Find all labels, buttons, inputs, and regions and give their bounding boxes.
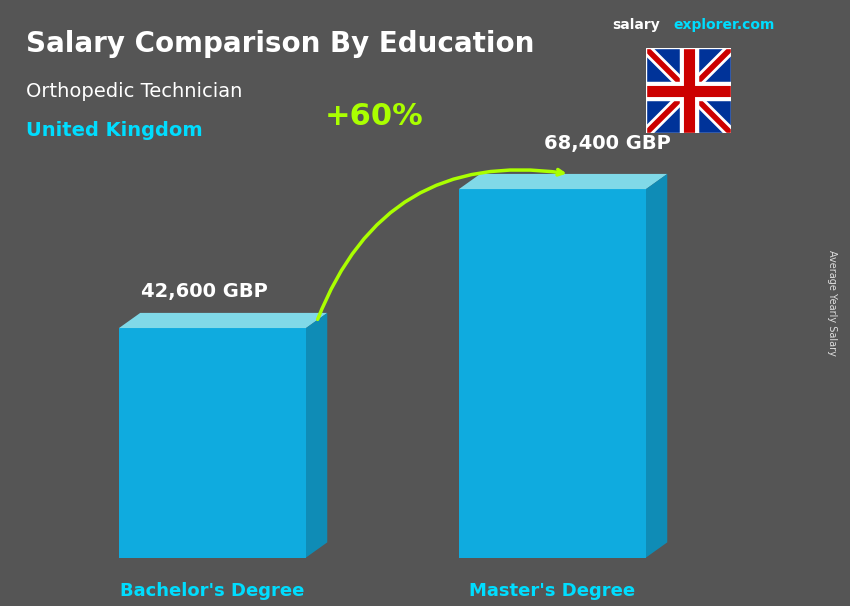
Text: 42,600 GBP: 42,600 GBP — [140, 282, 268, 301]
Polygon shape — [459, 174, 667, 189]
Text: Average Yearly Salary: Average Yearly Salary — [827, 250, 837, 356]
Polygon shape — [646, 174, 667, 558]
Text: 68,400 GBP: 68,400 GBP — [544, 134, 672, 153]
Polygon shape — [646, 48, 731, 133]
Polygon shape — [459, 189, 646, 558]
Polygon shape — [119, 313, 327, 328]
Text: Salary Comparison By Education: Salary Comparison By Education — [26, 30, 534, 58]
Polygon shape — [119, 328, 306, 558]
Text: explorer.com: explorer.com — [673, 18, 774, 32]
Polygon shape — [306, 313, 327, 558]
Text: United Kingdom: United Kingdom — [26, 121, 202, 140]
Text: Bachelor's Degree: Bachelor's Degree — [121, 582, 304, 600]
Text: Orthopedic Technician: Orthopedic Technician — [26, 82, 242, 101]
Text: salary: salary — [612, 18, 660, 32]
Text: +60%: +60% — [325, 102, 423, 131]
Text: Master's Degree: Master's Degree — [469, 582, 636, 600]
